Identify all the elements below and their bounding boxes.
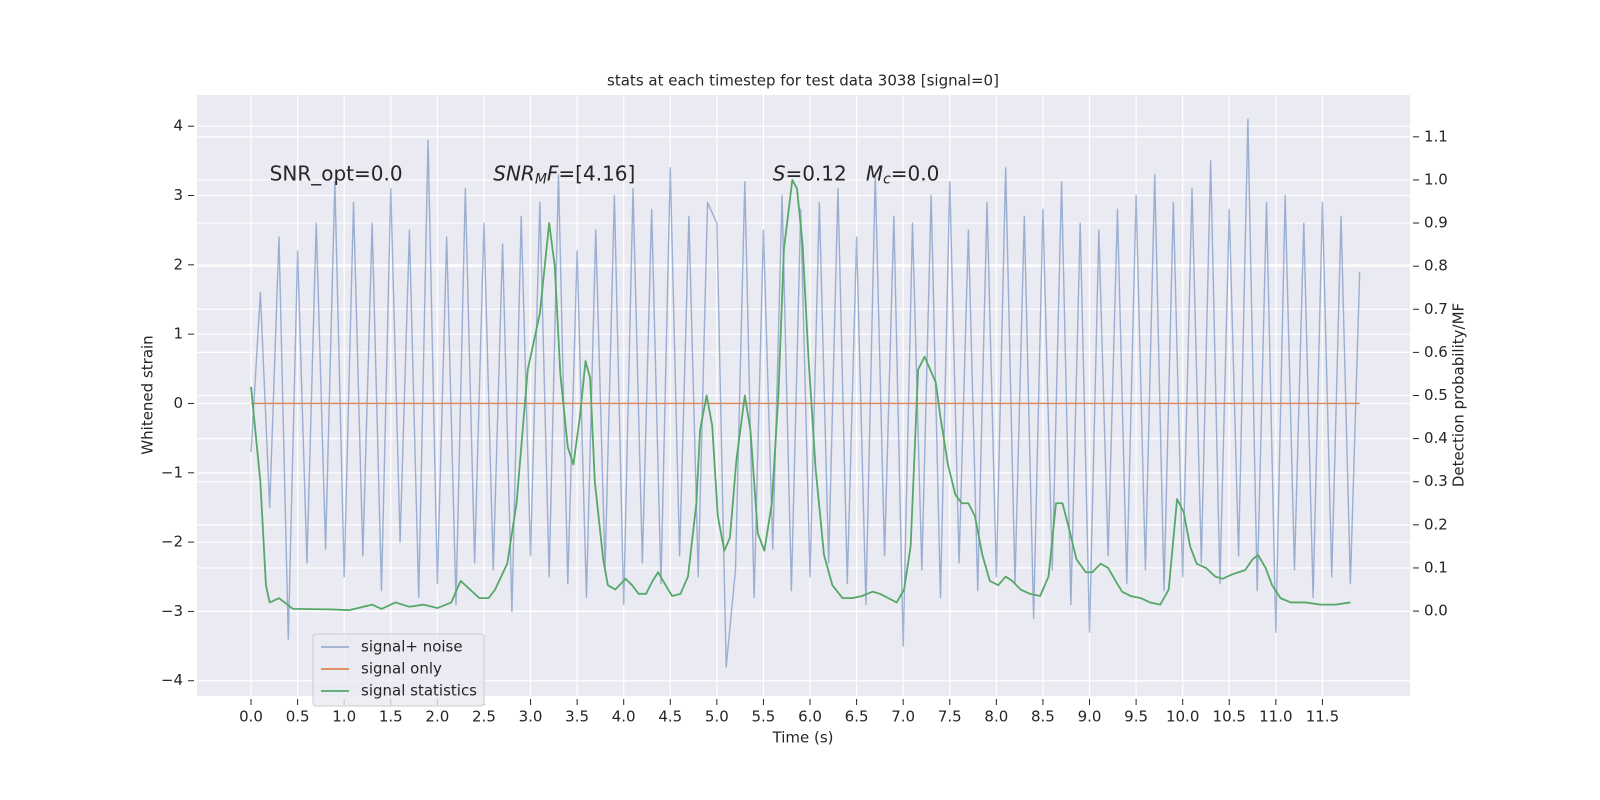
x-tick-label: 6.0 xyxy=(798,708,822,726)
y-tick-label: 4 xyxy=(173,117,183,135)
x-tick-label: 10.5 xyxy=(1213,708,1246,726)
annotation-part: F xyxy=(547,161,559,185)
y2-axis-label: Detection probability/MF xyxy=(1450,303,1468,487)
x-tick-label: 6.5 xyxy=(845,708,869,726)
y2-tick-label: 0.2 xyxy=(1424,515,1448,533)
x-tick-label: 2.5 xyxy=(472,708,496,726)
y-tick-label: 2 xyxy=(173,255,183,273)
y2-tick-label: 0.1 xyxy=(1424,558,1448,576)
x-tick-label: 3.5 xyxy=(565,708,589,726)
y2-tick-label: 0.5 xyxy=(1424,386,1448,404)
y-tick-label: 3 xyxy=(173,186,183,204)
x-tick-label: 4.0 xyxy=(612,708,636,726)
x-tick-label: 3.0 xyxy=(519,708,543,726)
annotation-part: M xyxy=(535,172,547,188)
annotation: S=0.12 Mc=0.0 xyxy=(773,161,940,188)
x-tick-label: 1.5 xyxy=(379,708,403,726)
y-tick-label: −3 xyxy=(161,602,183,620)
x-tick-label: 11.0 xyxy=(1259,708,1292,726)
annotation-part: =[4.16] xyxy=(558,161,635,185)
x-tick-label: 1.0 xyxy=(332,708,356,726)
x-tick-label: 0.5 xyxy=(286,708,310,726)
annotation-part: SNR_opt=0.0 xyxy=(270,161,403,185)
y2-tick-label: 0.3 xyxy=(1424,472,1448,490)
y2-tick-label: 0.6 xyxy=(1424,343,1448,361)
annotation-part: S xyxy=(773,161,786,185)
y-axis-label: Whitened strain xyxy=(139,335,157,454)
annotation-part: M xyxy=(866,161,883,185)
x-tick-label: 0.0 xyxy=(239,708,263,726)
series-line xyxy=(250,118,1361,668)
x-tick-label: 9.0 xyxy=(1078,708,1102,726)
y2-tick-label: 0.8 xyxy=(1424,257,1448,275)
x-tick-label: 7.0 xyxy=(891,708,915,726)
y2-tick-label: 1.1 xyxy=(1424,127,1448,145)
annotation-part: SNR xyxy=(493,161,535,185)
y2-tick-label: 0.7 xyxy=(1424,300,1448,318)
legend-label: signal only xyxy=(361,660,442,678)
y-tick-label: 0 xyxy=(173,394,183,412)
x-tick-label: 5.5 xyxy=(752,708,776,726)
x-tick-label: 2.0 xyxy=(425,708,449,726)
annotation: SNRMF=[4.16] xyxy=(493,161,635,188)
y2-tick-label: 0.4 xyxy=(1424,429,1448,447)
y-tick-label: −4 xyxy=(161,671,183,689)
series-line xyxy=(250,179,1351,612)
y2-tick-label: 1.0 xyxy=(1424,170,1448,188)
x-tick-label: 10.0 xyxy=(1166,708,1199,726)
annotation-part: =0.0 xyxy=(891,161,940,185)
chart-title: stats at each timestep for test data 303… xyxy=(607,72,999,90)
y-tick-label: 1 xyxy=(173,325,183,343)
y-tick-label: −2 xyxy=(161,533,183,551)
x-tick-label: 8.0 xyxy=(984,708,1008,726)
x-tick-label: 4.5 xyxy=(658,708,682,726)
x-tick-label: 5.0 xyxy=(705,708,729,726)
y-tick-label: −1 xyxy=(161,463,183,481)
annotation-part: =0.12 xyxy=(785,161,865,185)
y2-tick-label: 0.0 xyxy=(1424,602,1448,620)
x-tick-label: 9.5 xyxy=(1124,708,1148,726)
annotation: SNR_opt=0.0 xyxy=(270,161,403,185)
annotation-part: c xyxy=(883,172,891,188)
x-tick-label: 8.5 xyxy=(1031,708,1055,726)
legend-label: signal+ noise xyxy=(361,638,463,656)
x-axis-label: Time (s) xyxy=(772,729,834,747)
y2-tick-label: 0.9 xyxy=(1424,214,1448,232)
x-tick-label: 11.5 xyxy=(1306,708,1339,726)
legend-box xyxy=(312,633,485,707)
legend-label: signal statistics xyxy=(361,682,477,700)
x-tick-label: 7.5 xyxy=(938,708,962,726)
